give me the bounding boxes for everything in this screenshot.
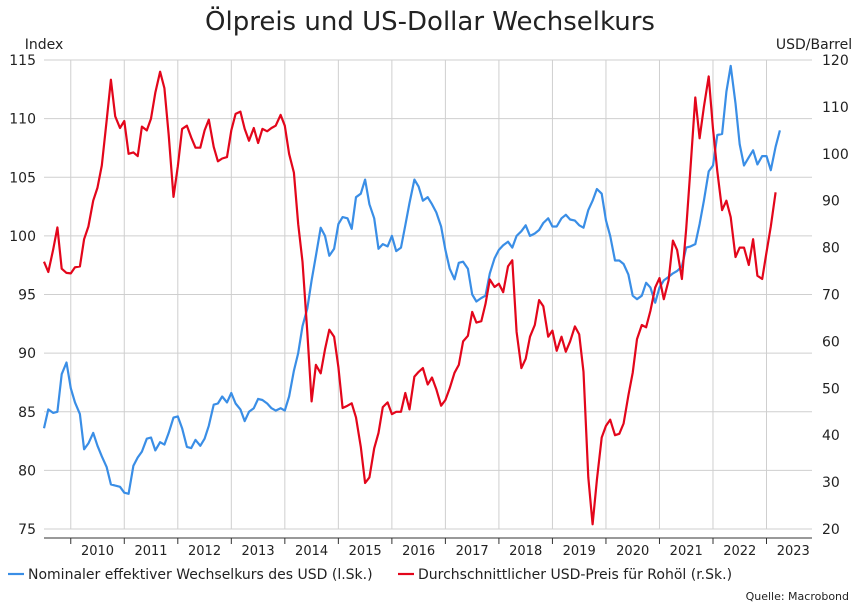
x-tick-label: 2014	[295, 544, 328, 559]
left-axis-ticks: 75 80 85 90 95 100 105 110 115	[9, 53, 36, 538]
x-axis: 2010 2011 2012 2013 2014 2015 2016 2017 2018 2019…	[44, 537, 812, 559]
right-tick-label: 50	[822, 381, 840, 397]
right-tick-label: 40	[822, 428, 840, 444]
left-tick-label: 110	[9, 112, 36, 128]
chart-title: Ölpreis und US-Dollar Wechselkurs	[205, 5, 655, 37]
legend-label-usd: Nominaler effektiver Wechselkurs des USD…	[28, 567, 373, 583]
left-tick-label: 105	[9, 170, 36, 186]
left-tick-label: 90	[18, 346, 36, 362]
source-note: Quelle: Macrobond	[746, 590, 849, 603]
right-axis-ticks: 20 30 40 50 60 70 80 90 100 110 120	[822, 53, 849, 538]
x-tick-label: 2010	[81, 544, 114, 559]
x-tick-label: 2013	[242, 544, 275, 559]
right-axis-label: USD/Barrel	[776, 37, 852, 53]
x-tick-label: 2011	[134, 544, 167, 559]
left-tick-label: 115	[9, 53, 36, 69]
legend: Nominaler effektiver Wechselkurs des USD…	[8, 567, 732, 583]
right-tick-label: 70	[822, 288, 840, 304]
series-lines	[42, 64, 781, 526]
x-tick-label: 2018	[509, 544, 542, 559]
right-tick-label: 110	[822, 100, 849, 116]
right-tick-label: 90	[822, 194, 840, 210]
right-tick-label: 60	[822, 334, 840, 350]
series-line-usd	[42, 64, 781, 495]
x-tick-label: 2020	[616, 544, 649, 559]
x-tick-label: 2016	[402, 544, 435, 559]
x-tick-label: 2015	[349, 544, 382, 559]
x-tick-label: 2017	[456, 544, 489, 559]
right-tick-label: 100	[822, 147, 849, 163]
left-axis-label: Index	[25, 37, 64, 53]
left-tick-label: 80	[18, 463, 36, 479]
left-tick-label: 75	[18, 522, 36, 538]
x-tick-label: 2019	[563, 544, 596, 559]
right-tick-label: 20	[822, 522, 840, 538]
right-tick-label: 80	[822, 241, 840, 257]
grid-lines	[44, 59, 812, 530]
x-tick-label: 2022	[723, 544, 756, 559]
x-tick-label: 2023	[777, 544, 810, 559]
right-tick-label: 120	[822, 53, 849, 69]
left-tick-label: 95	[18, 288, 36, 304]
series-line-oil	[42, 70, 777, 526]
left-tick-label: 100	[9, 229, 36, 245]
x-tick-label: 2012	[188, 544, 221, 559]
legend-label-oil: Durchschnittlicher USD-Preis für Rohöl (…	[418, 567, 732, 583]
left-tick-label: 85	[18, 405, 36, 421]
x-tick-label: 2021	[670, 544, 703, 559]
right-tick-label: 30	[822, 475, 840, 491]
